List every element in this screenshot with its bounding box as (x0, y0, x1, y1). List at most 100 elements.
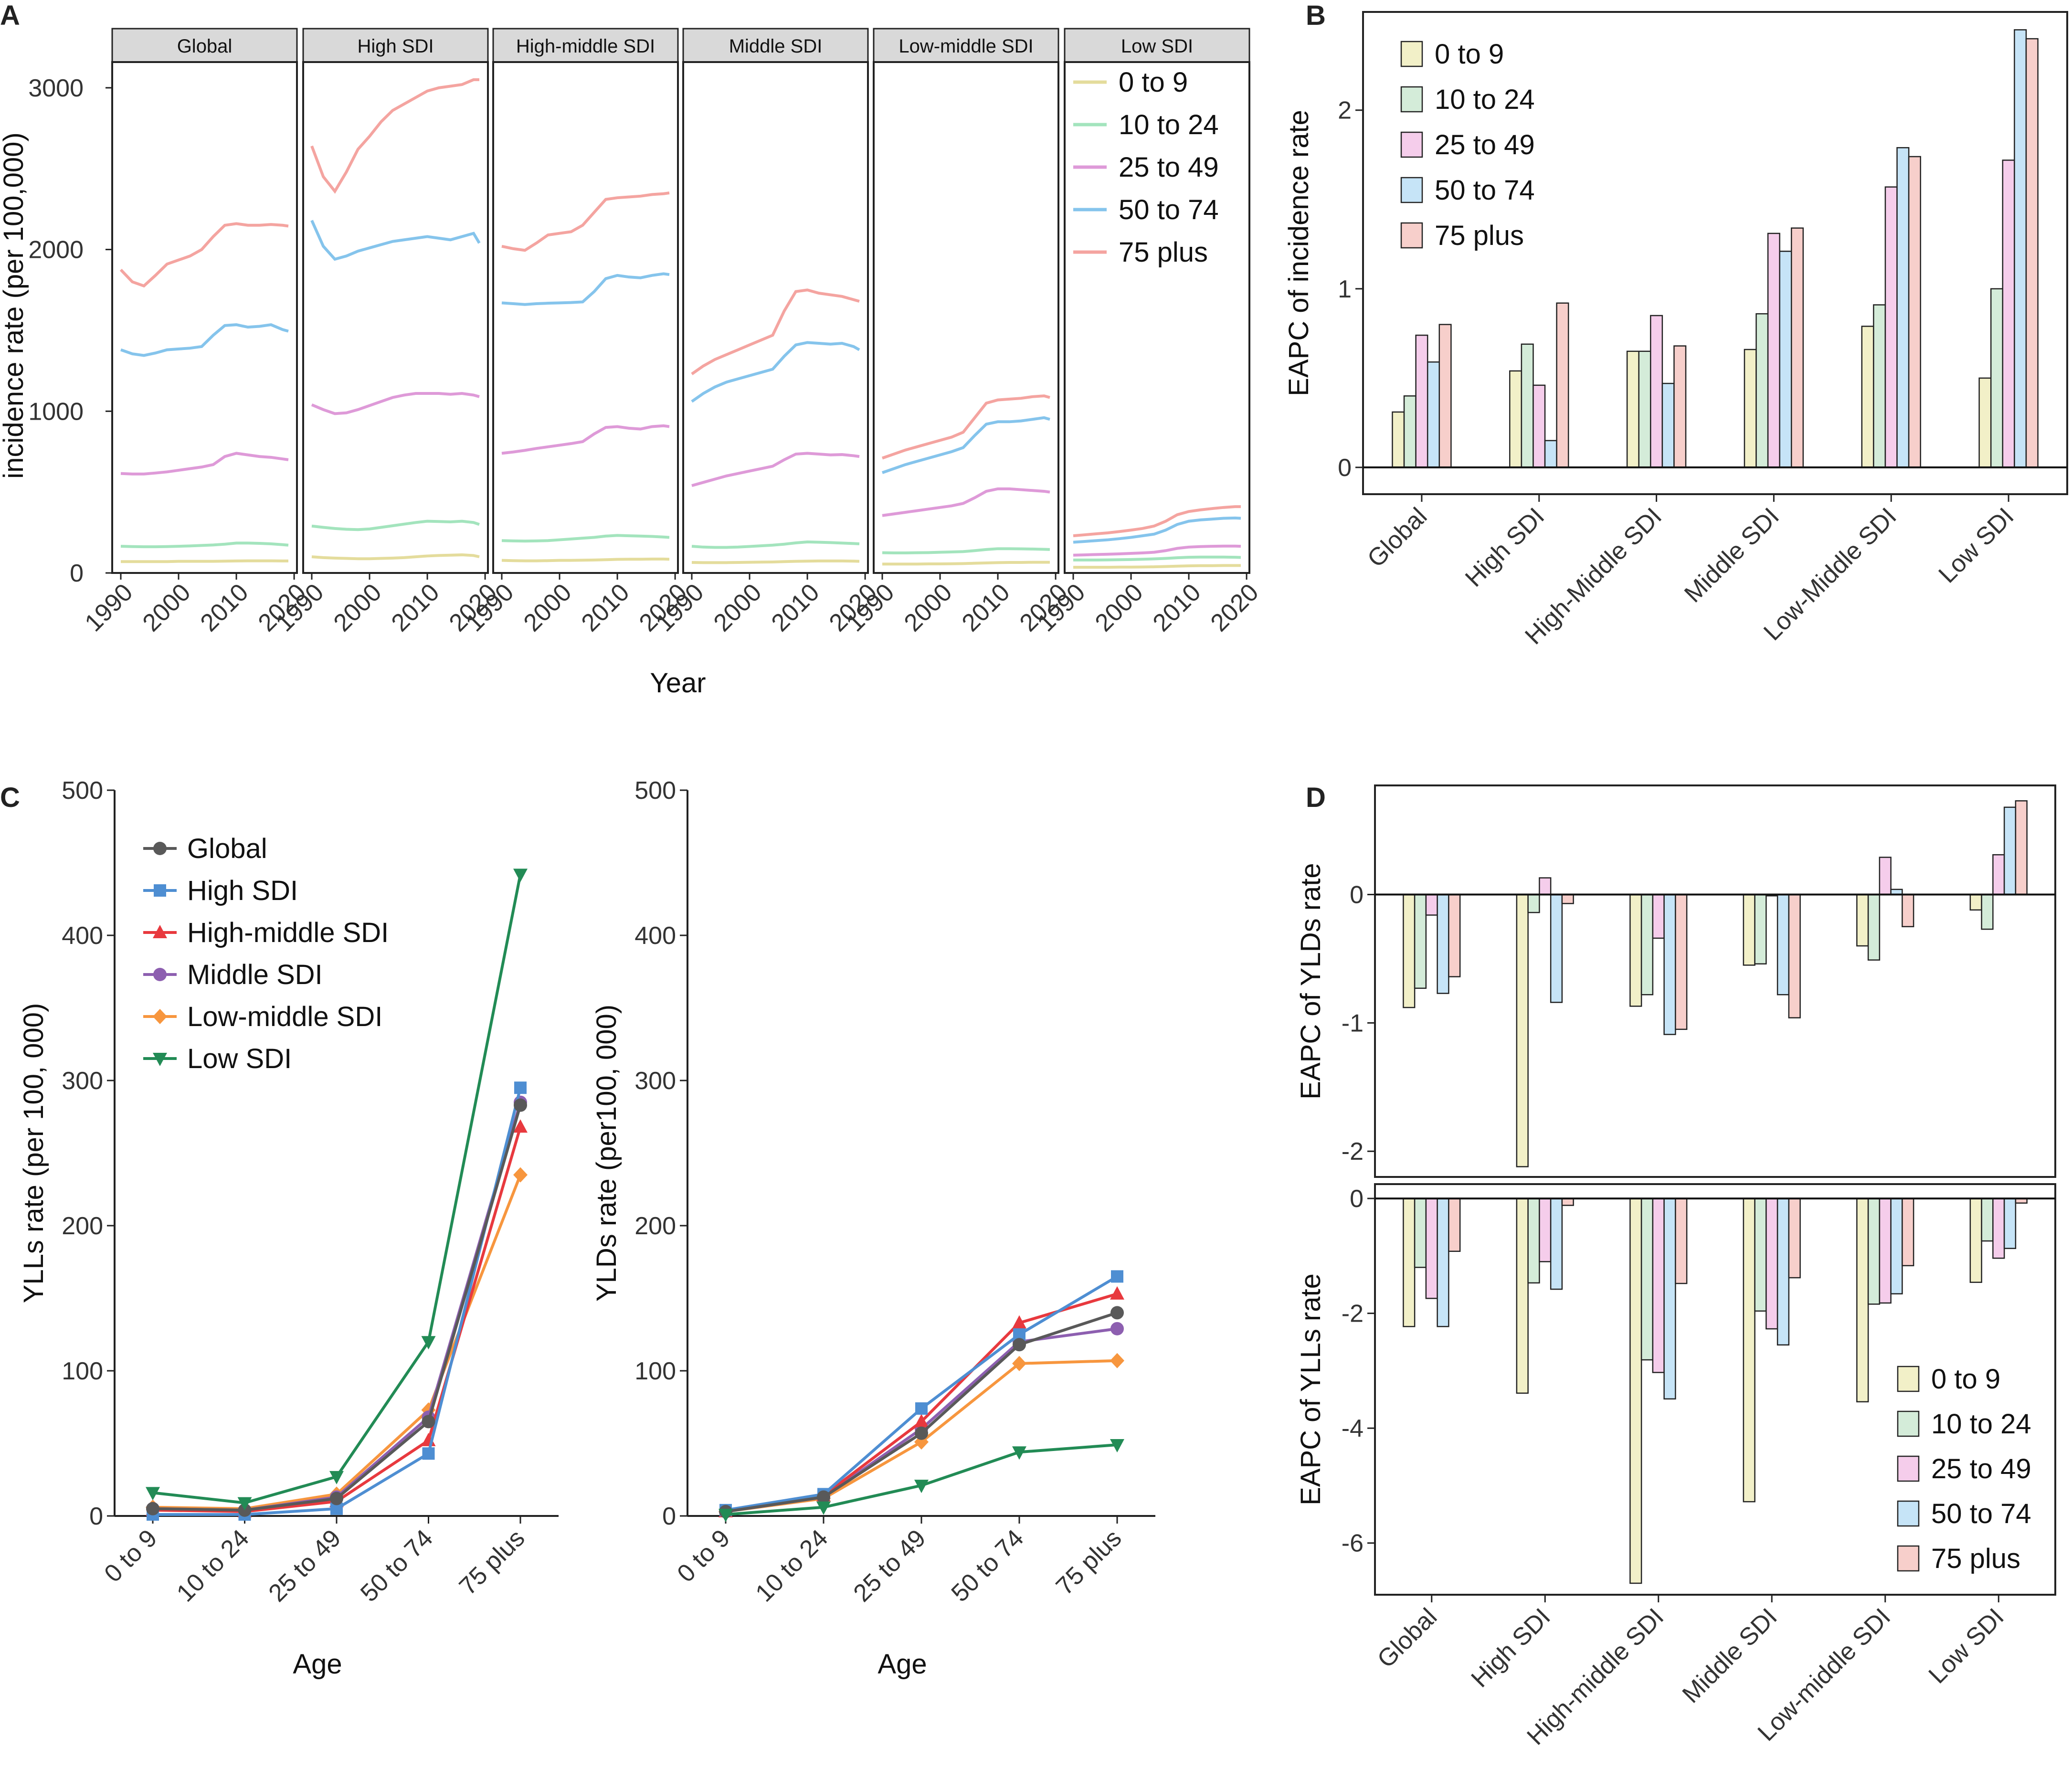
bar-10-to-24-high-middle-sdi (1640, 1197, 1654, 1361)
bar-50-to-74-low-middle-sdi (1890, 1197, 1903, 1294)
x-tick-label: 2010 (766, 578, 825, 637)
x-tick-label: 2010 (957, 578, 1015, 637)
line-high-middle-sdi-50-to-74 (501, 272, 670, 306)
bar-25-to-49-high-sdi (1539, 1197, 1552, 1262)
y-tick-label: -4 (1342, 1415, 1364, 1442)
bar-25-to-49-low-middle-sdi (1879, 857, 1892, 895)
legend-label-high-sdi: High SDI (187, 875, 298, 906)
legend-swatch (1400, 222, 1423, 249)
bar-0-to-9-high-middle-sdi (1629, 894, 1642, 1007)
series-line-high-sdi (725, 1275, 1118, 1512)
bar-25-to-49-middle-sdi (1767, 233, 1780, 468)
bar-10-to-24-high-sdi (1527, 894, 1540, 913)
facet-label-high-sdi: High SDI (357, 36, 433, 57)
bar-75-plus-low-middle-sdi (1902, 1197, 1914, 1267)
facet-strip (302, 28, 489, 63)
bar-25-to-49-low-middle-sdi (1884, 186, 1898, 468)
bar-75-plus-global (1438, 324, 1452, 468)
y-axis-title: EAPC of incidence rate (1283, 110, 1314, 396)
bar-0-to-9-low-middle-sdi (1856, 894, 1869, 947)
x-axis-title: Year (650, 667, 706, 699)
y-tick-label: 100 (634, 1357, 676, 1385)
bar-75-plus-low-sdi (2015, 800, 2028, 895)
x-tick-label: 2000 (137, 578, 196, 637)
y-tick-label: 200 (62, 1212, 103, 1240)
y-tick-label: 2 (1338, 97, 1352, 125)
line-middle-sdi-10-to-24 (691, 540, 860, 549)
x-tick-label: Middle SDI (1677, 1603, 1783, 1708)
x-tick-label: 75 plus (1051, 1524, 1127, 1600)
series-line-high-middle-sdi (152, 1126, 522, 1513)
line-high-sdi-75-plus (310, 78, 479, 194)
facet-frame (682, 61, 869, 574)
facet-frame (302, 61, 489, 574)
bar-25-to-49-high-sdi (1539, 877, 1552, 895)
facet-frame (492, 61, 679, 574)
line-low-sdi-25-to-49 (1073, 544, 1241, 557)
bar-75-plus-low-middle-sdi (1908, 156, 1921, 468)
point-low-sdi-75-plus (1110, 1439, 1124, 1453)
bar-50-to-74-high-sdi (1544, 440, 1557, 468)
x-tick-label: 2000 (328, 578, 387, 637)
bar-10-to-24-low-sdi (1990, 288, 2004, 468)
line-global-25-to-49 (120, 452, 289, 476)
y-tick-label: 300 (62, 1067, 103, 1095)
facet-label-high-middle-sdi: High-middle SDI (516, 36, 655, 57)
bar-10-to-24-low-middle-sdi (1873, 304, 1886, 468)
bar-75-plus-middle-sdi (1788, 894, 1801, 1018)
y-tick-label: -1 (1342, 1009, 1364, 1037)
bar-10-to-24-high-sdi (1527, 1197, 1540, 1284)
y-tick-label: 100 (62, 1357, 103, 1385)
x-tick-label: 50 to 74 (355, 1524, 438, 1607)
legend-label-global: Global (187, 833, 267, 864)
y-tick-label: -2 (1342, 1300, 1364, 1328)
bar-25-to-49-middle-sdi (1765, 1197, 1778, 1330)
bar-10-to-24-middle-sdi (1755, 313, 1769, 468)
bar-10-to-24-high-sdi (1521, 343, 1534, 468)
bar-50-to-74-middle-sdi (1776, 1197, 1790, 1346)
bar-0-to-9-high-middle-sdi (1629, 1197, 1642, 1584)
point-global-10-to-24 (817, 1490, 830, 1504)
y-tick-label: 1 (1338, 275, 1352, 303)
bar-50-to-74-high-middle-sdi (1663, 894, 1676, 1035)
bar-10-to-24-low-sdi (1981, 1197, 1994, 1242)
facet-frame (1064, 61, 1250, 574)
bar-25-to-49-high-sdi (1533, 384, 1546, 468)
bar-0-to-9-middle-sdi (1743, 894, 1755, 966)
facet-label-global: Global (177, 36, 233, 57)
x-tick-label: 1990 (80, 578, 138, 637)
x-tick-label: 25 to 49 (848, 1524, 931, 1607)
x-tick-label: 2010 (576, 578, 635, 637)
point-low-middle-sdi-75-plus (1110, 1353, 1124, 1368)
point-low-middle-sdi-50-to-74 (1012, 1356, 1026, 1371)
y-tick-label: 1000 (28, 398, 84, 425)
point-global-75-plus (514, 1098, 527, 1112)
point-global-25-to-49 (915, 1426, 928, 1440)
legend-label-25-to-49: 25 to 49 (1931, 1453, 2031, 1484)
facet-label-low-sdi: Low SDI (1121, 36, 1193, 57)
legend-marker (153, 842, 167, 855)
point-global-50-to-74 (1013, 1338, 1026, 1352)
x-tick-label: 50 to 74 (946, 1524, 1029, 1607)
line-global-75-plus (119, 222, 289, 288)
y-tick-label: 3000 (28, 74, 84, 102)
bar-10-to-24-high-middle-sdi (1638, 350, 1651, 468)
legend-swatch (1897, 1366, 1920, 1392)
bar-75-plus-high-sdi (1561, 1197, 1574, 1206)
line-low-sdi-10-to-24 (1073, 555, 1241, 561)
y-tick-label: 0 (1350, 1185, 1364, 1213)
line-high-middle-sdi-75-plus (501, 191, 670, 252)
bar-0-to-9-high-sdi (1516, 1197, 1529, 1394)
bar-25-to-49-global (1415, 334, 1428, 468)
bar-25-to-49-high-middle-sdi (1652, 1197, 1665, 1373)
point-high-sdi-25-to-49 (915, 1402, 928, 1415)
line-high-sdi-0-to-9 (311, 553, 480, 561)
y-axis-title: YLDs rate (per100, 000) (591, 1005, 622, 1302)
series-line-low-middle-sdi (152, 1174, 522, 1510)
line-low-middle-sdi-25-to-49 (882, 487, 1050, 517)
point-low-sdi-50-to-74 (421, 1336, 436, 1350)
point-high-middle-sdi-25-to-49 (914, 1414, 929, 1428)
bar-25-to-49-low-sdi (2002, 159, 2015, 468)
facet-strip (682, 28, 869, 63)
point-global-75-plus (1110, 1306, 1124, 1320)
